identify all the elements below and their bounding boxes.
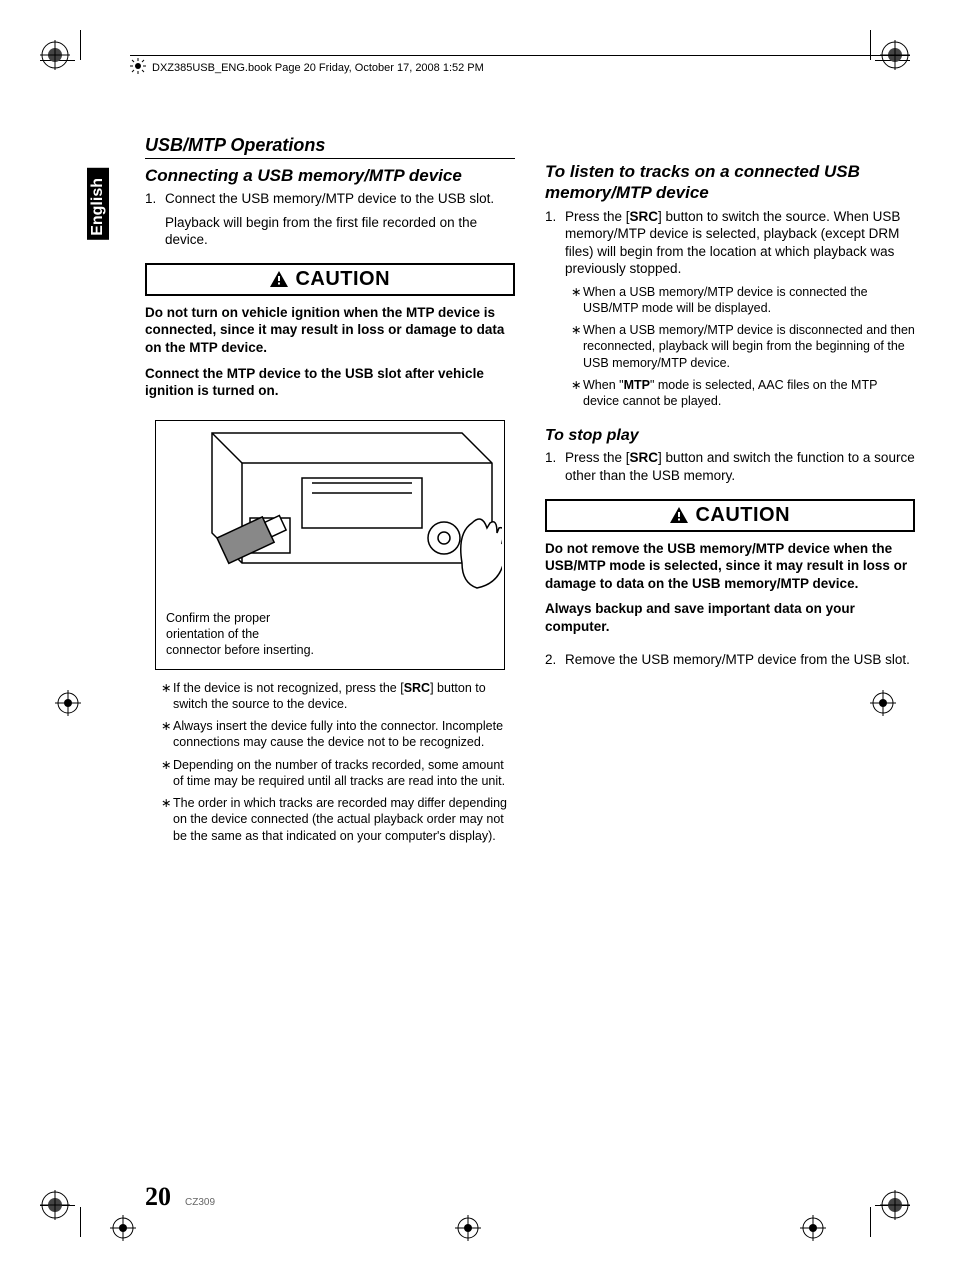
crosshair-bottom-left [110, 1215, 136, 1241]
right-step-1: 1.Press the [SRC] button to switch the s… [545, 208, 915, 278]
right-sub-2: When "MTP" mode is selected, AAC files o… [573, 377, 915, 410]
left-bullet-0: If the device is not recognized, press t… [163, 680, 515, 713]
warning-icon [270, 269, 294, 289]
crosshair-bottom-right [800, 1215, 826, 1241]
right-column: To listen to tracks on a connected USB m… [545, 135, 915, 850]
reg-mark-tl [40, 40, 70, 70]
reg-mark-bl [40, 1190, 70, 1220]
left-step1-sub: Playback will begin from the first file … [165, 214, 515, 249]
sun-icon [130, 58, 146, 77]
caution-box-left: CAUTION [145, 263, 515, 296]
right-sub-1: When a USB memory/MTP device is disconne… [573, 322, 915, 371]
page-number: 20 [145, 1182, 171, 1212]
reg-mark-br [880, 1190, 910, 1220]
caution-text-1: Do not turn on vehicle ignition when the… [145, 304, 515, 357]
caution-box-right: CAUTION [545, 499, 915, 532]
warning-icon [670, 505, 694, 525]
left-bullet-1: Always insert the device fully into the … [163, 718, 515, 751]
page-header: DXZ385USB_ENG.book Page 20 Friday, Octob… [130, 55, 910, 77]
left-bullet-2: Depending on the number of tracks record… [163, 757, 515, 790]
model-code: CZ309 [185, 1197, 215, 1208]
crosshair-bottom [455, 1215, 481, 1241]
left-bullet-3: The order in which tracks are recorded m… [163, 795, 515, 844]
left-heading: Connecting a USB memory/MTP device [145, 165, 515, 186]
right-sub-bullets: When a USB memory/MTP device is connecte… [545, 284, 915, 410]
crosshair-left [55, 690, 81, 716]
section-title: USB/MTP Operations [145, 135, 515, 159]
right-step-2: 2.Remove the USB memory/MTP device from … [545, 651, 915, 669]
left-column: USB/MTP Operations Connecting a USB memo… [145, 135, 515, 850]
right-caution-2: Always backup and save important data on… [545, 600, 915, 635]
page-footer: 20 CZ309 [145, 1182, 215, 1212]
device-illustration [182, 423, 502, 598]
left-step-1: 1.Connect the USB memory/MTP device to t… [145, 190, 515, 208]
figure-caption: Confirm the proper orientation of the co… [166, 610, 316, 659]
caution-text-2: Connect the MTP device to the USB slot a… [145, 365, 515, 400]
right-caution-1: Do not remove the USB memory/MTP device … [545, 540, 915, 593]
usb-insert-figure: Confirm the proper orientation of the co… [155, 420, 505, 670]
right-sub-0: When a USB memory/MTP device is connecte… [573, 284, 915, 317]
header-filename: DXZ385USB_ENG.book Page 20 Friday, Octob… [152, 62, 484, 74]
right-heading-1: To listen to tracks on a connected USB m… [545, 161, 915, 204]
right-heading-2: To stop play [545, 427, 915, 445]
left-bullets: If the device is not recognized, press t… [145, 680, 515, 844]
language-tab: English [87, 168, 109, 240]
stop-step-1: 1.Press the [SRC] button and switch the … [545, 449, 915, 484]
